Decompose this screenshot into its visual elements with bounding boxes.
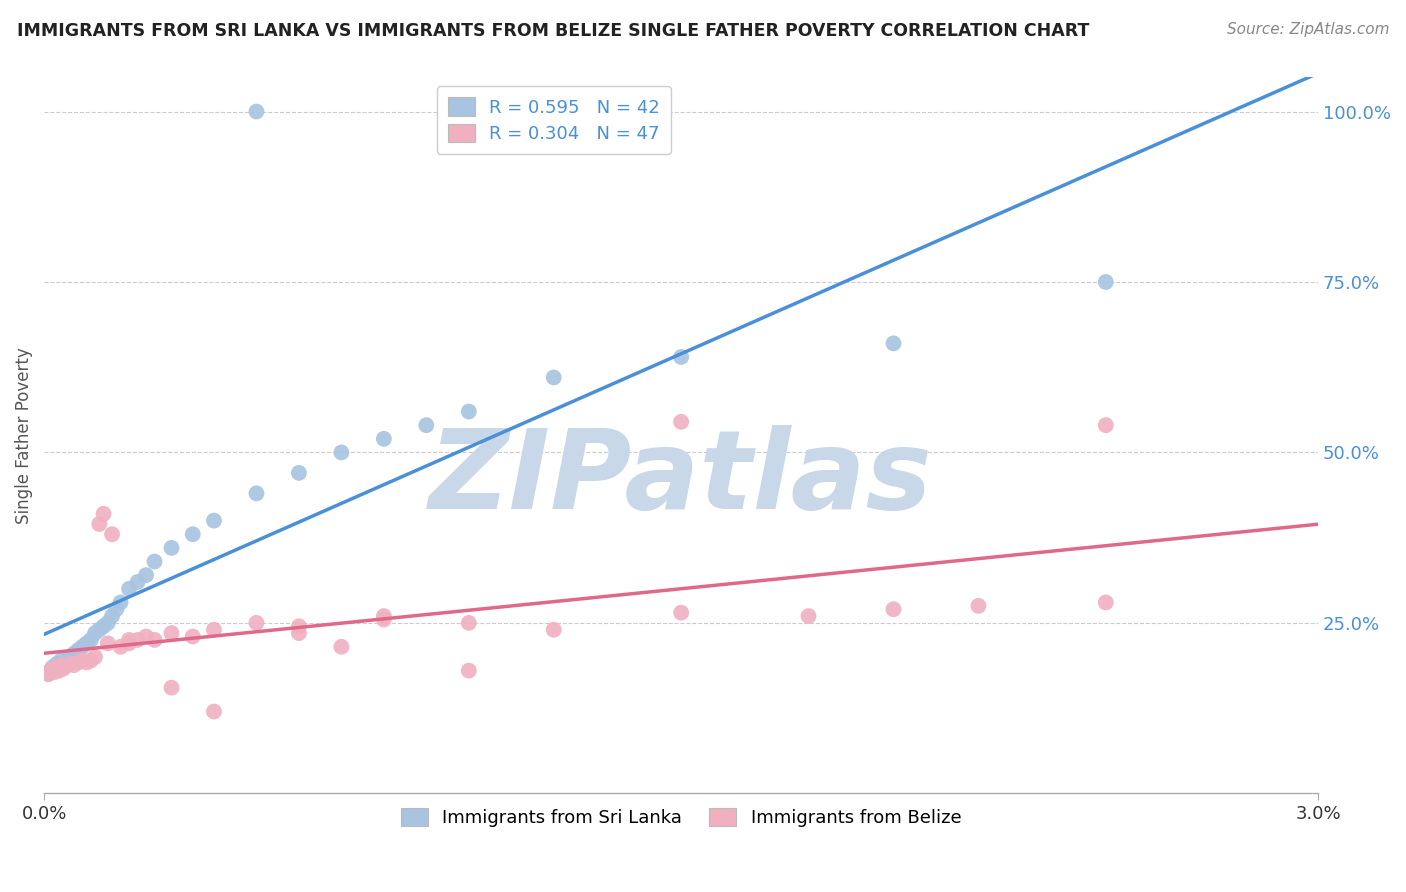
Point	[160, 681, 183, 695]
Point	[84, 650, 107, 665]
Point	[127, 574, 149, 589]
Point	[135, 568, 157, 582]
Point	[1094, 418, 1116, 433]
Point	[44, 664, 66, 678]
Point	[45, 657, 67, 671]
Point	[543, 370, 565, 384]
Point	[669, 606, 692, 620]
Point	[89, 516, 111, 531]
Point	[72, 653, 94, 667]
Point	[39, 664, 62, 678]
Point	[84, 626, 107, 640]
Point	[49, 653, 72, 667]
Point	[53, 659, 76, 673]
Point	[37, 667, 59, 681]
Point	[72, 640, 94, 654]
Point	[330, 445, 353, 459]
Point	[105, 602, 128, 616]
Point	[669, 415, 692, 429]
Point	[245, 486, 267, 500]
Point	[101, 609, 124, 624]
Point	[67, 656, 90, 670]
Point	[127, 632, 149, 647]
Text: Source: ZipAtlas.com: Source: ZipAtlas.com	[1226, 22, 1389, 37]
Point	[288, 619, 311, 633]
Point	[669, 350, 692, 364]
Point	[93, 507, 115, 521]
Point	[63, 658, 86, 673]
Point	[58, 650, 80, 665]
Point	[67, 643, 90, 657]
Point	[457, 404, 479, 418]
Point	[49, 658, 72, 673]
Point	[110, 640, 132, 654]
Point	[53, 656, 76, 670]
Point	[41, 660, 63, 674]
Point	[52, 658, 75, 673]
Point	[110, 595, 132, 609]
Point	[288, 466, 311, 480]
Point	[97, 636, 120, 650]
Point	[48, 660, 70, 674]
Point	[76, 656, 98, 670]
Point	[97, 615, 120, 630]
Text: ZIPatlas: ZIPatlas	[429, 425, 934, 532]
Point	[93, 619, 115, 633]
Point	[1094, 275, 1116, 289]
Point	[797, 609, 820, 624]
Point	[118, 582, 141, 596]
Point	[181, 630, 204, 644]
Legend: Immigrants from Sri Lanka, Immigrants from Belize: Immigrants from Sri Lanka, Immigrants fr…	[394, 801, 969, 834]
Point	[882, 336, 904, 351]
Point	[56, 653, 79, 667]
Point	[135, 630, 157, 644]
Point	[288, 626, 311, 640]
Point	[882, 602, 904, 616]
Point	[457, 664, 479, 678]
Point	[48, 664, 70, 678]
Point	[58, 657, 80, 671]
Point	[76, 636, 98, 650]
Point	[457, 615, 479, 630]
Point	[45, 660, 67, 674]
Point	[245, 615, 267, 630]
Point	[967, 599, 990, 613]
Point	[373, 609, 395, 624]
Text: IMMIGRANTS FROM SRI LANKA VS IMMIGRANTS FROM BELIZE SINGLE FATHER POVERTY CORREL: IMMIGRANTS FROM SRI LANKA VS IMMIGRANTS …	[17, 22, 1090, 40]
Point	[202, 623, 225, 637]
Point	[52, 662, 75, 676]
Y-axis label: Single Father Poverty: Single Father Poverty	[15, 347, 32, 524]
Point	[373, 612, 395, 626]
Point	[101, 527, 124, 541]
Point	[118, 632, 141, 647]
Point	[245, 104, 267, 119]
Point	[202, 705, 225, 719]
Point	[543, 623, 565, 637]
Point	[41, 662, 63, 676]
Point	[89, 623, 111, 637]
Point	[80, 653, 103, 667]
Point	[39, 664, 62, 678]
Point	[80, 632, 103, 647]
Point	[44, 665, 66, 679]
Point	[118, 636, 141, 650]
Point	[181, 527, 204, 541]
Point	[415, 418, 437, 433]
Point	[160, 541, 183, 555]
Point	[330, 640, 353, 654]
Point	[373, 432, 395, 446]
Point	[63, 647, 86, 661]
Point	[1094, 595, 1116, 609]
Point	[37, 667, 59, 681]
Point	[160, 626, 183, 640]
Point	[202, 514, 225, 528]
Point	[143, 632, 166, 647]
Point	[143, 555, 166, 569]
Point	[60, 651, 83, 665]
